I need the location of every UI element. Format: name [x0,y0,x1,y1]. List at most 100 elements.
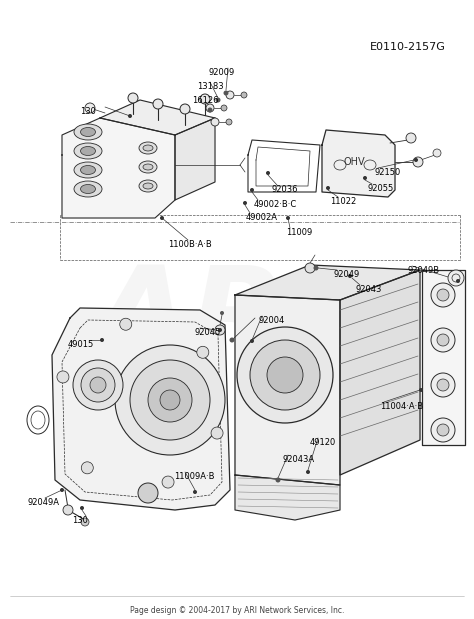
Text: 92049: 92049 [334,270,360,279]
Text: ARI: ARI [93,261,333,383]
Circle shape [215,325,225,335]
Text: 49120: 49120 [310,438,336,447]
Polygon shape [235,265,420,300]
Text: 92009: 92009 [209,68,235,77]
Text: OHV: OHV [343,157,365,167]
Ellipse shape [81,147,95,155]
Circle shape [413,157,423,167]
Circle shape [208,108,212,113]
Text: Page design © 2004-2017 by ARI Network Services, Inc.: Page design © 2004-2017 by ARI Network S… [130,606,344,615]
Circle shape [100,338,104,342]
Circle shape [60,488,64,492]
Text: 92049A: 92049A [28,498,60,507]
Circle shape [211,427,223,439]
Circle shape [120,318,132,331]
Circle shape [437,379,449,391]
Ellipse shape [139,180,157,192]
Circle shape [437,334,449,346]
Ellipse shape [143,145,153,151]
Circle shape [80,506,84,510]
Circle shape [250,188,254,192]
Polygon shape [62,118,175,218]
Circle shape [206,104,214,112]
Text: 92043: 92043 [356,285,383,294]
Polygon shape [422,270,465,445]
Circle shape [250,340,320,410]
Circle shape [431,283,455,307]
Circle shape [414,158,418,162]
Ellipse shape [143,183,153,189]
Ellipse shape [81,184,95,194]
Polygon shape [340,270,420,475]
Circle shape [237,327,333,423]
Text: 92004: 92004 [259,316,285,325]
Circle shape [306,470,310,474]
Text: 49002·B·C: 49002·B·C [254,200,297,209]
Circle shape [406,133,416,143]
Text: 11009A·B: 11009A·B [174,472,215,481]
Circle shape [226,91,234,99]
Circle shape [437,289,449,301]
Text: 13183: 13183 [197,82,224,91]
Text: 11009: 11009 [286,228,312,237]
Circle shape [229,337,235,342]
Circle shape [456,279,460,283]
Circle shape [57,371,69,383]
Circle shape [241,92,247,98]
Circle shape [243,201,247,205]
Ellipse shape [81,128,95,137]
Text: 92036: 92036 [272,185,299,194]
Polygon shape [322,130,395,197]
Text: 92049B: 92049B [408,266,440,275]
Circle shape [138,483,158,503]
Text: 11004·A·B: 11004·A·B [380,402,423,411]
Circle shape [431,418,455,442]
Circle shape [85,103,95,113]
Ellipse shape [143,164,153,170]
Text: 11022: 11022 [330,197,356,206]
Circle shape [162,476,174,488]
Ellipse shape [74,124,102,140]
Circle shape [313,266,319,271]
Ellipse shape [81,165,95,175]
Circle shape [250,339,254,343]
Circle shape [221,105,227,111]
Polygon shape [235,295,340,485]
Ellipse shape [74,143,102,159]
Ellipse shape [139,161,157,173]
Text: 130: 130 [80,107,96,116]
Circle shape [419,388,423,392]
Circle shape [286,216,290,220]
Text: 49015: 49015 [68,340,94,349]
Ellipse shape [139,142,157,154]
Circle shape [431,328,455,352]
Ellipse shape [74,162,102,178]
Circle shape [81,518,89,526]
Text: 92045: 92045 [195,328,221,337]
Circle shape [348,274,352,278]
Polygon shape [235,475,340,520]
Circle shape [73,360,123,410]
Text: 92043A: 92043A [283,455,315,464]
Circle shape [226,119,232,125]
Circle shape [437,424,449,436]
Circle shape [128,114,132,118]
Ellipse shape [74,181,102,197]
Text: E0110-2157G: E0110-2157G [370,42,446,52]
Circle shape [82,462,93,474]
Circle shape [211,118,219,126]
Circle shape [363,176,367,180]
Circle shape [193,490,197,494]
Circle shape [431,373,455,397]
Circle shape [216,98,220,103]
Circle shape [63,505,73,515]
Circle shape [267,357,303,393]
Text: 49002A: 49002A [246,213,278,222]
Circle shape [115,345,225,455]
Polygon shape [100,100,215,135]
Circle shape [197,346,209,358]
Text: 16126: 16126 [192,96,219,105]
Circle shape [266,171,270,175]
Circle shape [326,186,330,190]
Circle shape [448,270,464,286]
